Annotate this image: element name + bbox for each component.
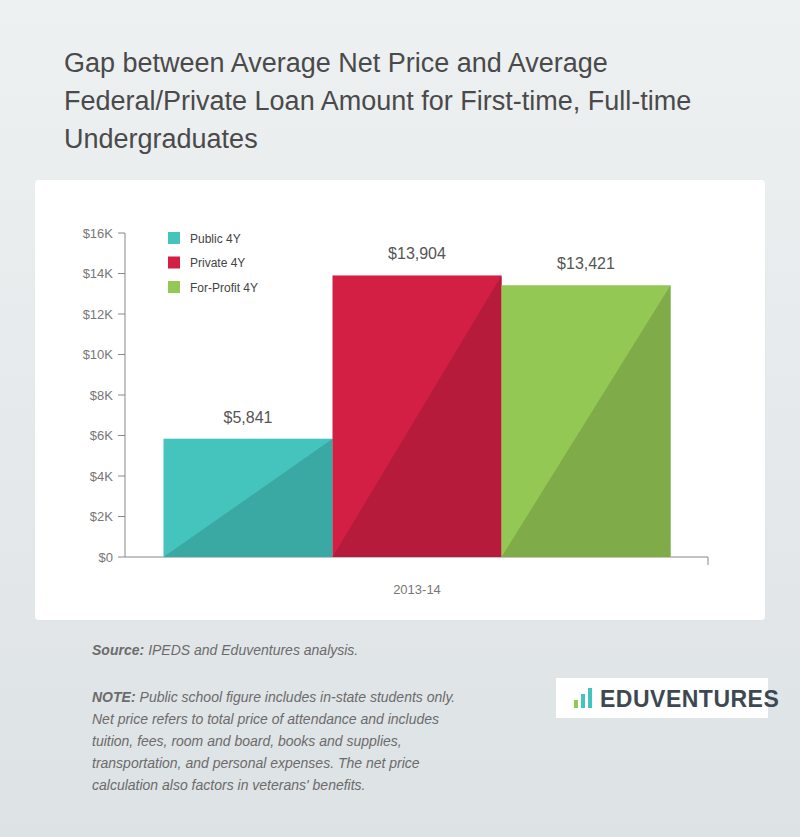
y-tick: [118, 354, 125, 355]
title: Gap between Average Net Price and Averag…: [64, 44, 704, 158]
bar-shade: [164, 439, 333, 557]
y-tick: [118, 233, 125, 234]
legend-label: Public 4Y: [190, 232, 241, 246]
label: Source:: [92, 642, 144, 658]
text: IPEDS and Eduventures analysis.: [148, 642, 358, 658]
y-tick-label: $8K: [90, 388, 113, 403]
bar-shade: [502, 285, 671, 557]
legend-swatch: [168, 281, 180, 293]
legend-label: For-Profit 4Y: [190, 281, 258, 295]
bars: [164, 275, 671, 557]
y-tick: [118, 557, 125, 558]
chart-card: $0 $2K $4K $6K $8K $10K $12K $14K $16K $5,841 $13,…: [35, 180, 765, 620]
y-tick: [118, 476, 125, 477]
y-tick-label: $0: [99, 550, 113, 565]
legend: Public 4Y Private 4Y For-Profit 4Y: [168, 232, 258, 295]
data-labels: $5,841 $13,904 $13,421: [224, 245, 615, 425]
bar-shade: [333, 275, 502, 557]
y-tick-label: $12K: [83, 307, 114, 322]
bar: [333, 275, 502, 557]
y-tick: [118, 314, 125, 315]
y-tick-label: $16K: [83, 226, 114, 241]
y-tick: [118, 435, 125, 436]
logo-text: EDUVENTURES: [600, 686, 779, 713]
data-label: $13,421: [557, 255, 615, 272]
y-tick: [118, 395, 125, 396]
y-tick-label: $4K: [90, 469, 113, 484]
chart: $0 $2K $4K $6K $8K $10K $12K $14K $16K $5,841 $13,…: [35, 180, 765, 620]
legend-swatch: [168, 232, 180, 244]
text: Public school figure includes in-state s…: [92, 689, 455, 793]
y-tick-label: $6K: [90, 428, 113, 443]
bar: [164, 439, 333, 557]
data-label: $5,841: [224, 409, 273, 426]
y-tick: [118, 273, 125, 274]
bar: [502, 285, 671, 557]
logo: EDUVENTURES: [556, 678, 768, 718]
legend-swatch: [168, 257, 180, 269]
label: NOTE:: [92, 689, 136, 705]
y-tick: [118, 516, 125, 517]
x-axis-end: [708, 557, 709, 565]
legend-label: Private 4Y: [190, 256, 245, 270]
source: Source:IPEDS and Eduventures analysis.: [92, 642, 358, 658]
x-tick-label: 2013-14: [393, 582, 441, 597]
y-tick-label: $2K: [90, 509, 113, 524]
y-tick-label: $10K: [83, 347, 114, 362]
y-tick-label: $14K: [83, 266, 114, 281]
note: NOTE:Public school figure includes in-st…: [92, 686, 464, 796]
data-label: $13,904: [388, 245, 446, 262]
